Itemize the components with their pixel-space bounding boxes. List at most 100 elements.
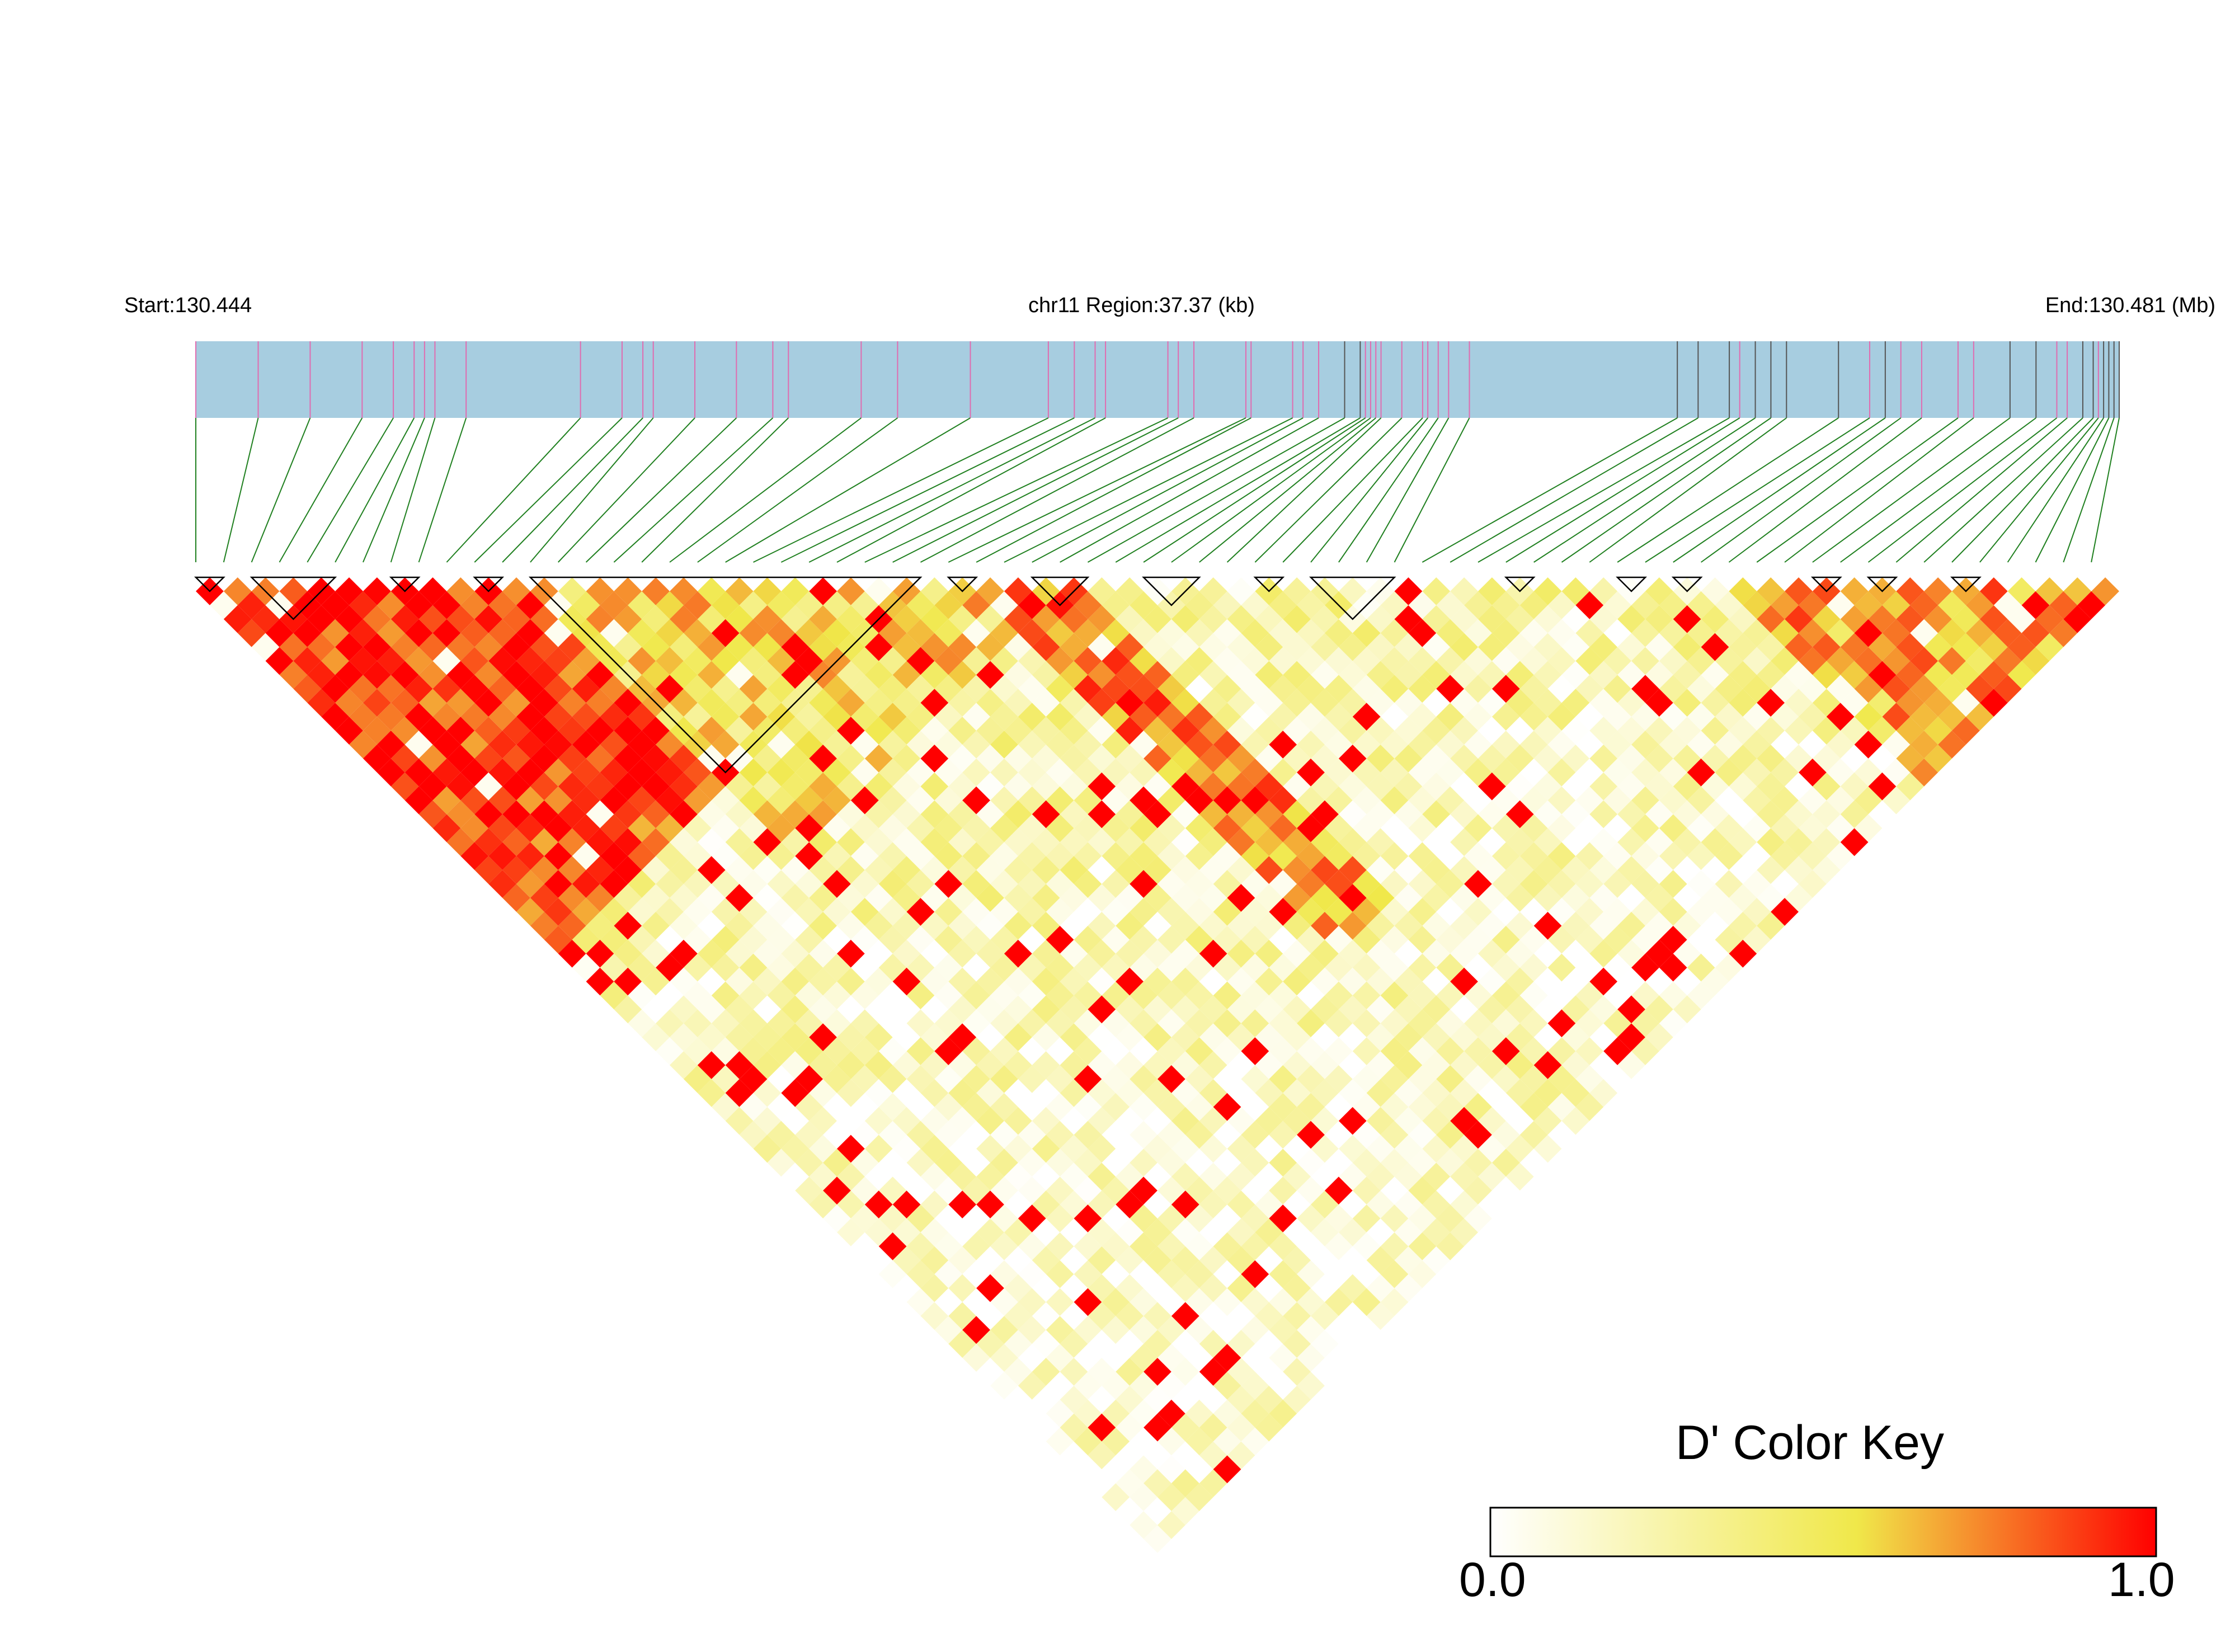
ld-cell [1171,1190,1199,1218]
ld-cell [1116,911,1144,940]
ld-cell [1575,786,1604,815]
ld-cell [1074,1009,1102,1038]
ld-cell [1422,939,1451,968]
ld-cell [1575,647,1604,675]
ld-cell [795,1065,824,1093]
ld-cell [1422,605,1451,633]
ld-cell [1659,898,1687,926]
ld-cell [1812,856,1841,884]
ld-cell [600,786,628,815]
ld-cell [1255,1051,1283,1079]
ld-cell [446,633,475,661]
ld-cell [446,605,475,633]
ld-cell [1171,1274,1199,1302]
ld-block-outline [1950,576,1982,592]
ld-cell [753,884,782,912]
ld-cell [1422,744,1451,773]
ld-cell [1422,1190,1451,1218]
snp-connector [1199,417,1376,563]
ld-cell [502,884,530,912]
ld-cell [600,814,628,843]
ld-cell [1979,577,2008,605]
ld-cell [1422,1218,1451,1246]
ld-cell [1422,1135,1451,1163]
ld-cell [1491,870,1520,898]
ld-cell [1743,842,1771,870]
color-key-title: D' Color Key [1676,1416,1945,1470]
ld-cell [544,619,572,647]
ld-cell [1338,577,1367,605]
ld-cell [711,731,740,759]
ld-cell [920,605,949,633]
ld-cell [1659,870,1687,898]
ld-cell [404,786,433,815]
ld-cell [1032,689,1060,717]
ld-cell [390,633,419,661]
ld-cell [1422,884,1451,912]
ld-cell [1171,605,1199,633]
ld-cell [878,1009,907,1038]
snp-connector [1589,417,1787,563]
ld-cell [1199,577,1227,605]
ld-cell [642,1023,670,1052]
ld-cell [1422,911,1451,940]
ld-cell [1338,661,1367,689]
snp-connector [1728,417,1922,563]
ld-cell [1255,911,1283,940]
ld-cell [558,911,586,940]
ld-cell [753,689,782,717]
snp-connector [1867,417,2058,563]
ld-cell [1491,1176,1520,1205]
snp-connector [307,417,394,563]
ld-cell [1116,884,1144,912]
ld-cell [488,814,516,843]
ld-cell [920,577,949,605]
ld-cell [1032,1246,1060,1274]
ld-cell [795,981,824,1010]
ld-cell [1074,1037,1102,1065]
snp-connector [808,417,1095,563]
ld-cell [795,1121,824,1149]
ld-cell [1840,828,1869,856]
ld-cell [1032,995,1060,1024]
ld-cell [1338,689,1367,717]
ld-cell [446,661,475,689]
snp-connector [1143,417,1366,563]
ld-cell [614,577,642,605]
ld-cell [753,744,782,773]
ld-cell [251,605,280,633]
ld-cell [837,995,865,1024]
ld-cell [1032,800,1060,829]
ld-cell [1116,967,1144,996]
ld-cell [1116,661,1144,689]
ld-cell [990,758,1018,787]
ld-cell [1422,1051,1451,1079]
ld-cell [558,744,586,773]
ld-cell [670,939,698,968]
ld-cell [1659,981,1687,1010]
ld-cell [1422,828,1451,856]
snp-connector [363,417,425,563]
ld-cell [600,703,628,731]
ld-cell [1715,953,1743,982]
ld-cell [1171,967,1199,996]
ld-cell [1032,967,1060,996]
ld-cell [1116,1274,1144,1302]
ld-cell [1171,689,1199,717]
ld-cell [1338,1023,1367,1052]
snp-connector [613,417,774,563]
ld-cell [1491,731,1520,759]
ld-cell [460,703,489,731]
ld-cell [418,772,447,801]
ld-cell [460,786,489,815]
ld-cell [795,786,824,815]
ld-cell [460,731,489,759]
ld-cell [418,717,447,745]
ld-cell [920,828,949,856]
ld-cell [237,619,266,647]
ld-cell [530,884,558,912]
snp-connector [1951,417,2094,563]
ld-cell [1491,1121,1520,1149]
ld-blocks [194,576,1982,774]
ld-cell [837,1023,865,1052]
